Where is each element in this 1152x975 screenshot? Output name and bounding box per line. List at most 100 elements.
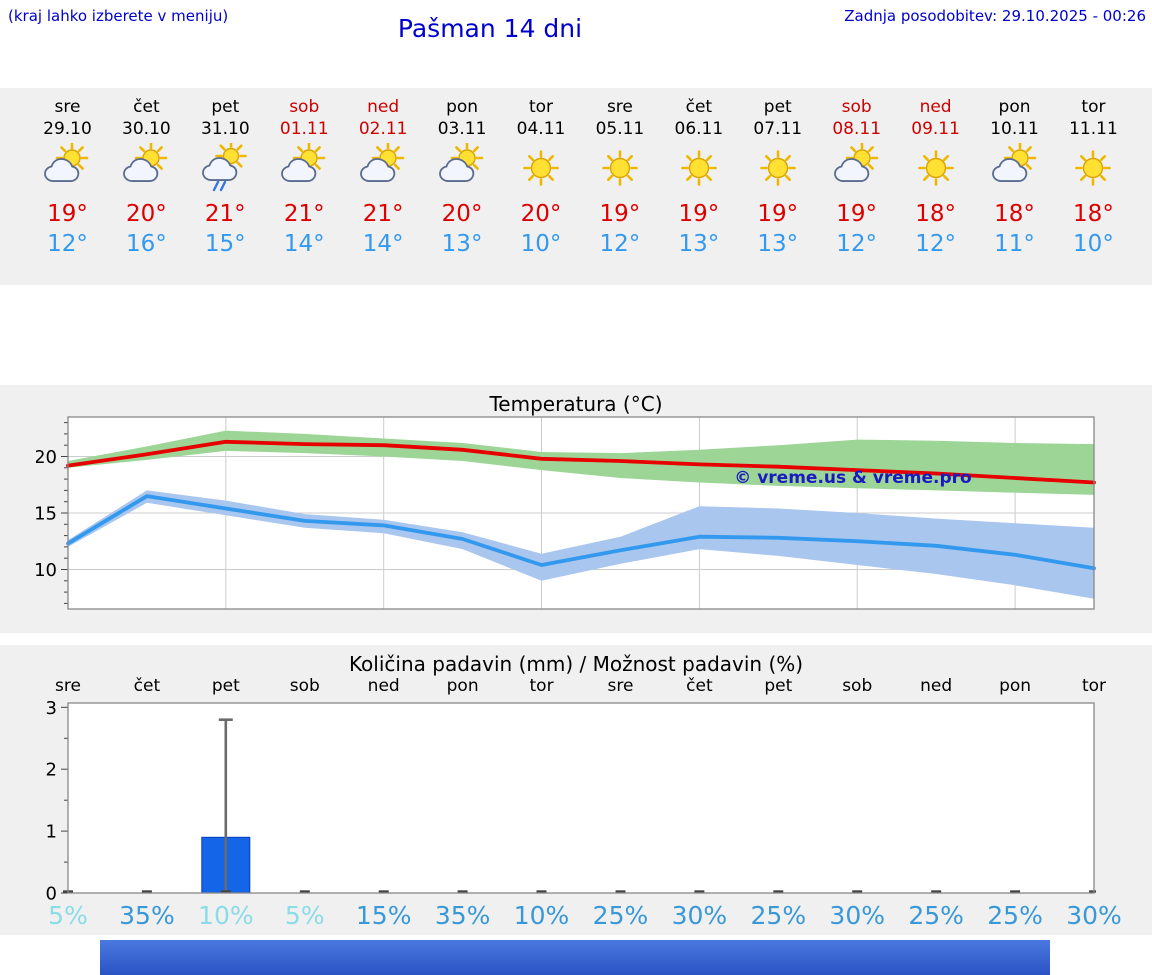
day-low-temp: 12° — [915, 231, 956, 257]
forecast-day: čet 06.11 19° 13° — [659, 88, 738, 285]
day-high-temp: 18° — [994, 201, 1035, 227]
page-title: Pašman 14 dni — [397, 14, 583, 43]
day-high-temp: 21° — [283, 201, 325, 227]
temperature-section: Temperatura (°C) 10 15 20 © vreme.us & vrem… — [0, 385, 1152, 633]
day-high-temp: 20° — [125, 201, 167, 227]
day-name: pon — [446, 97, 479, 117]
min-razpon-band — [68, 490, 1094, 599]
day-date: 05.11 — [595, 119, 645, 139]
day-name: ned — [919, 97, 952, 117]
max-temperatura-line — [66, 439, 1096, 485]
footer-banner[interactable] — [100, 940, 1050, 975]
partly-cloudy-icon — [123, 143, 168, 182]
day-name: ned — [367, 97, 400, 117]
precip-day-label: ned — [920, 676, 953, 696]
day-name: sob — [289, 97, 320, 117]
precip-probability: 30% — [829, 901, 886, 930]
precip-probability: 10% — [513, 901, 570, 930]
precipitation-chart: 0 1 2 3 — [46, 698, 1096, 905]
day-low-temp: 12° — [599, 231, 641, 257]
partly-cloudy-icon — [439, 143, 484, 182]
day-date: 09.11 — [911, 119, 960, 139]
day-icon-wrap — [896, 140, 975, 196]
sunny-icon — [602, 150, 638, 186]
day-high-temp: 19° — [836, 201, 878, 227]
day-low-temp: 15° — [204, 231, 246, 257]
forecast-day: pet 31.10 21° 15° — [186, 88, 265, 285]
day-date: 01.11 — [279, 119, 329, 139]
day-name: sre — [54, 97, 81, 117]
partly-cloudy-icon — [991, 143, 1036, 182]
day-high-temp: 21° — [362, 201, 404, 227]
day-high-temp: 19° — [757, 201, 799, 227]
location-menu-hint: (kraj lahko izberete v meniju) — [8, 7, 229, 25]
precip-day-label: ned — [367, 676, 400, 696]
precip-probability: 25% — [750, 901, 807, 930]
day-icon-wrap — [975, 140, 1054, 196]
min-temperatura-line — [66, 494, 1096, 571]
svg-text:3: 3 — [46, 698, 57, 719]
svg-text:10: 10 — [36, 560, 57, 581]
day-icon-wrap — [186, 140, 265, 196]
max-razpon-band — [68, 430, 1094, 495]
forecast-day: pon 03.11 20° 13° — [423, 88, 502, 285]
day-high-temp: 21° — [204, 201, 246, 227]
precip-day-label: sob — [842, 676, 873, 696]
precip-day-label: pon — [999, 676, 1032, 696]
sunny-icon — [917, 150, 954, 186]
forecast-day: sre 05.11 19° 12° — [580, 88, 659, 285]
sunny-icon — [1075, 150, 1112, 186]
precip-probability: 15% — [355, 901, 412, 930]
day-low-temp: 12° — [47, 231, 88, 257]
svg-text:1: 1 — [46, 822, 57, 843]
day-name: sre — [606, 97, 633, 117]
day-name: pon — [998, 97, 1031, 117]
precip-day-label: čet — [133, 676, 161, 696]
sunny-icon — [759, 150, 796, 186]
day-high-temp: 19° — [599, 201, 641, 227]
day-low-temp: 10° — [1073, 231, 1114, 257]
precip-day-label: pon — [446, 676, 479, 696]
watermark-link[interactable]: © vreme.us & vreme.pro — [734, 468, 971, 488]
day-low-temp: 14° — [283, 231, 325, 257]
day-date: 04.11 — [516, 119, 566, 139]
precip-probability: 25% — [592, 901, 649, 930]
precip-probability: 35% — [434, 901, 491, 930]
day-name: čet — [685, 97, 713, 117]
precip-day-label: čet — [686, 676, 713, 696]
day-name: pet — [763, 97, 792, 117]
day-name: tor — [1081, 97, 1106, 117]
day-date: 08.11 — [832, 119, 882, 139]
day-low-temp: 12° — [836, 231, 878, 257]
svg-text:0: 0 — [46, 884, 57, 905]
svg-text:2: 2 — [46, 760, 57, 781]
temperature-chart: 10 15 20 © vreme.us & vreme.pro — [36, 416, 1096, 610]
forecast-day: sre 29.10 19° 12° — [28, 88, 107, 285]
forecast-day: pon 10.11 18° 11° — [975, 88, 1054, 285]
day-name: čet — [133, 97, 160, 117]
partly-cloudy-icon — [833, 143, 878, 182]
day-low-temp: 13° — [678, 231, 720, 257]
forecast-day: tor 04.11 20° 10° — [502, 88, 581, 285]
day-high-temp: 18° — [915, 201, 956, 227]
day-low-temp: 10° — [520, 231, 562, 257]
temperature-chart-title: Temperatura (°C) — [489, 392, 663, 416]
day-low-temp: 16° — [125, 231, 167, 257]
day-icon-wrap — [28, 140, 107, 196]
forecast-day: sob 01.11 21° 14° — [265, 88, 344, 285]
day-icon-wrap — [817, 140, 896, 196]
day-low-temp: 11° — [994, 231, 1035, 257]
day-date: 02.11 — [358, 119, 408, 139]
partly-cloudy-icon — [44, 143, 89, 182]
forecast-day: tor 11.11 18° 10° — [1054, 88, 1133, 285]
day-date: 29.10 — [43, 119, 92, 139]
svg-text:15: 15 — [36, 504, 57, 525]
day-name: tor — [528, 97, 554, 117]
day-date: 06.11 — [674, 119, 724, 139]
day-high-temp: 20° — [520, 201, 562, 227]
svg-text:20: 20 — [36, 447, 57, 468]
day-icon-wrap — [502, 140, 581, 196]
day-icon-wrap — [1054, 140, 1133, 196]
precipitation-chart-title: Količina padavin (mm) / Možnost padavin … — [348, 652, 804, 676]
day-date: 07.11 — [753, 119, 803, 139]
